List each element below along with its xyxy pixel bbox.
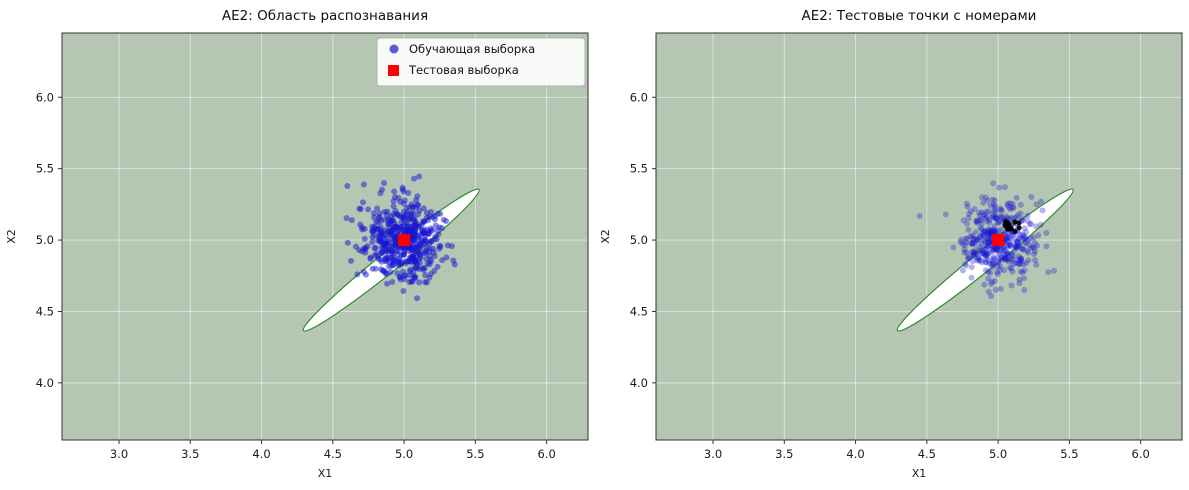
chart-title: AE2: Область распознавания: [222, 8, 428, 24]
axes-spines: [655, 32, 1183, 441]
tick-marks: [58, 96, 548, 444]
svg-text:5.5: 5.5: [630, 162, 648, 176]
tick-labels: 3.0 3.5 4.0 4.5 5.0 5.5 6.0 4.0 4.5 5.0 5.5 6.0: [36, 90, 556, 461]
svg-text:5.5: 5.5: [36, 162, 54, 176]
svg-text:4.5: 4.5: [918, 447, 936, 461]
svg-text:5.0: 5.0: [989, 447, 1007, 461]
svg-text:4.0: 4.0: [36, 376, 54, 390]
svg-text:4.0: 4.0: [252, 447, 270, 461]
tick-labels: 3.0 3.5 4.0 4.5 5.0 5.5 6.0 4.0 4.5 5.0 5.5 6.0: [630, 90, 1150, 461]
series-0: [343, 173, 458, 302]
y-axis-label: X2: [5, 229, 18, 244]
plot-area: [656, 33, 1182, 440]
chart-title: AE2: Тестовые точки с номерами: [802, 8, 1037, 24]
legend-label: Обучающая выборка: [409, 42, 535, 56]
legend: Обучающая выборка Тестовая выборка: [376, 37, 586, 87]
series-2: [992, 234, 1005, 247]
legend-label: Тестовая выборка: [408, 63, 519, 77]
chart-test-points-svg: 3.0 3.5 4.0 4.5 5.0 5.5 6.0 4.0 4.5 5.0 5.5 6.0 X1 X2…: [599, 8, 1183, 480]
svg-text:6.0: 6.0: [630, 90, 648, 104]
svg-text:5.5: 5.5: [1060, 447, 1078, 461]
y-axis-label: X2: [599, 229, 612, 244]
svg-text:5.0: 5.0: [36, 233, 54, 247]
svg-text:3.5: 3.5: [181, 447, 199, 461]
legend-marker-circle: [389, 44, 399, 54]
x-axis-label: X1: [912, 467, 927, 480]
svg-text:3.0: 3.0: [110, 447, 128, 461]
series-0: [916, 180, 1057, 300]
series-1: [1002, 219, 1022, 235]
svg-text:5.0: 5.0: [630, 233, 648, 247]
recognition-region: [896, 188, 1074, 332]
tick-marks: [652, 96, 1142, 444]
svg-text:3.0: 3.0: [704, 447, 722, 461]
x-axis-label: X1: [318, 467, 333, 480]
chart-recognition-region-svg: 3.0 3.5 4.0 4.5 5.0 5.5 6.0 4.0 4.5 5.0 5.5 6.0 X1 X2…: [5, 8, 589, 480]
legend-marker-square: [388, 65, 399, 76]
plot-area: [62, 33, 588, 440]
chart-recognition-region: 3.0 3.5 4.0 4.5 5.0 5.5 6.0 4.0 4.5 5.0 5.5 6.0 X1 X2…: [0, 0, 594, 490]
svg-text:6.0: 6.0: [36, 90, 54, 104]
svg-text:4.5: 4.5: [630, 304, 648, 318]
chart-test-points: 3.0 3.5 4.0 4.5 5.0 5.5 6.0 4.0 4.5 5.0 5.5 6.0 X1 X2…: [594, 0, 1188, 490]
gridlines: [656, 33, 1182, 440]
svg-text:6.0: 6.0: [1132, 447, 1150, 461]
svg-text:4.0: 4.0: [846, 447, 864, 461]
svg-text:5.5: 5.5: [466, 447, 484, 461]
svg-text:4.0: 4.0: [630, 376, 648, 390]
axes-spines: [61, 32, 589, 441]
svg-text:6.0: 6.0: [538, 447, 556, 461]
svg-text:4.5: 4.5: [324, 447, 342, 461]
svg-text:5.0: 5.0: [395, 447, 413, 461]
series-1: [398, 234, 411, 247]
svg-text:4.5: 4.5: [36, 304, 54, 318]
svg-text:3.5: 3.5: [775, 447, 793, 461]
